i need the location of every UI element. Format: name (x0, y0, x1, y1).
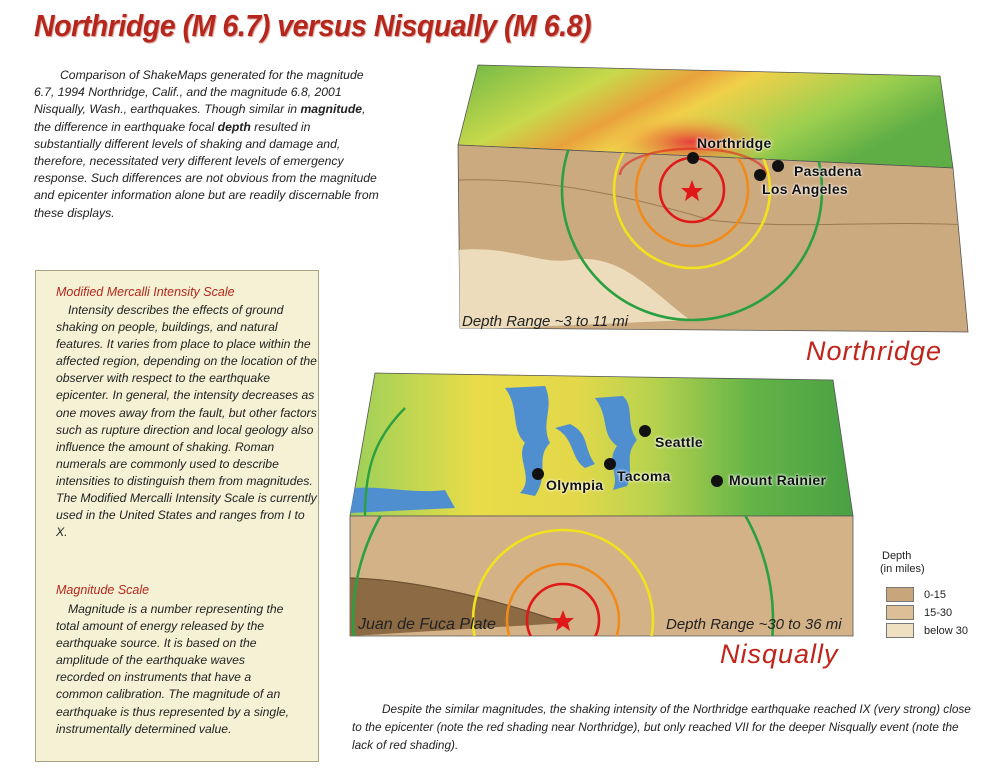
city-label-northridge: Northridge (697, 135, 772, 151)
nisqually-intensity-rings (351, 516, 775, 636)
legend-swatch-below-30 (886, 623, 914, 638)
legend-label: 0-15 (924, 588, 947, 601)
definitions-sidebar: Modified Mercalli Intensity Scale Intens… (35, 270, 319, 762)
northridge-title: Northridge (806, 336, 943, 366)
northridge-marker (687, 152, 699, 164)
intro-paragraph: Comparison of ShakeMaps generated for th… (34, 68, 379, 220)
city-label-seattle: Seattle (655, 434, 704, 450)
mercalli-heading: Modified Mercalli Intensity Scale (56, 285, 235, 299)
legend-swatch-15-30 (886, 605, 914, 620)
nisqually-title: Nisqually (720, 639, 839, 669)
northridge-epicenter-star (681, 180, 703, 201)
northridge-block-diagram (457, 64, 969, 333)
figure-caption: Despite the similar magnitudes, the shak… (352, 702, 971, 752)
nisqually-block-diagram (349, 372, 854, 637)
nisqually-epicenter-star (552, 610, 574, 631)
nisqually-depth-range: Depth Range ~30 to 36 mi (666, 616, 842, 633)
northridge-intensity-rings (560, 145, 824, 322)
seattle-marker (639, 425, 651, 437)
mercalli-text: Intensity describes the effects of groun… (56, 303, 317, 540)
below-30-layer (458, 249, 690, 330)
juan-de-fuca-plate-label: Juan de Fuca Plate (358, 616, 496, 633)
city-label-mount-rainier: Mount Rainier (729, 472, 827, 488)
legend-subtitle: (in miles) (880, 563, 925, 575)
legend-title: Depth (882, 550, 912, 562)
olympia-marker (532, 468, 544, 480)
legend-label: 15-30 (924, 606, 953, 619)
legend-swatch-0-15 (886, 587, 914, 602)
city-label-tacoma: Tacoma (617, 468, 671, 484)
city-label-pasadena: Pasadena (794, 163, 862, 179)
magnitude-text: Magnitude is a number representing the t… (56, 602, 290, 736)
tacoma-marker (604, 458, 616, 470)
los-angeles-marker (754, 169, 766, 181)
nisqually-intensity-rings-top (363, 407, 406, 517)
magnitude-heading: Magnitude Scale (56, 583, 150, 597)
depth-legend: Depth (in miles) 0-15 15-30 below 30 (870, 550, 990, 638)
northridge-depth-range: Depth Range ~3 to 11 mi (462, 313, 629, 330)
page-title: Northridge (M 6.7) versus Nisqually (M 6… (34, 8, 592, 43)
legend-item: 0-15 (886, 587, 947, 602)
legend-item: 15-30 (886, 605, 953, 620)
northridge-intensity-rings-top (618, 147, 768, 176)
pasadena-marker (772, 160, 784, 172)
city-label-olympia: Olympia (546, 477, 604, 493)
city-label-los-angeles: Los Angeles (762, 181, 849, 197)
legend-item: below 30 (886, 623, 969, 638)
legend-label: below 30 (924, 624, 969, 637)
juan-de-fuca-plate-layer (350, 578, 565, 636)
mount-rainier-marker (711, 475, 723, 487)
